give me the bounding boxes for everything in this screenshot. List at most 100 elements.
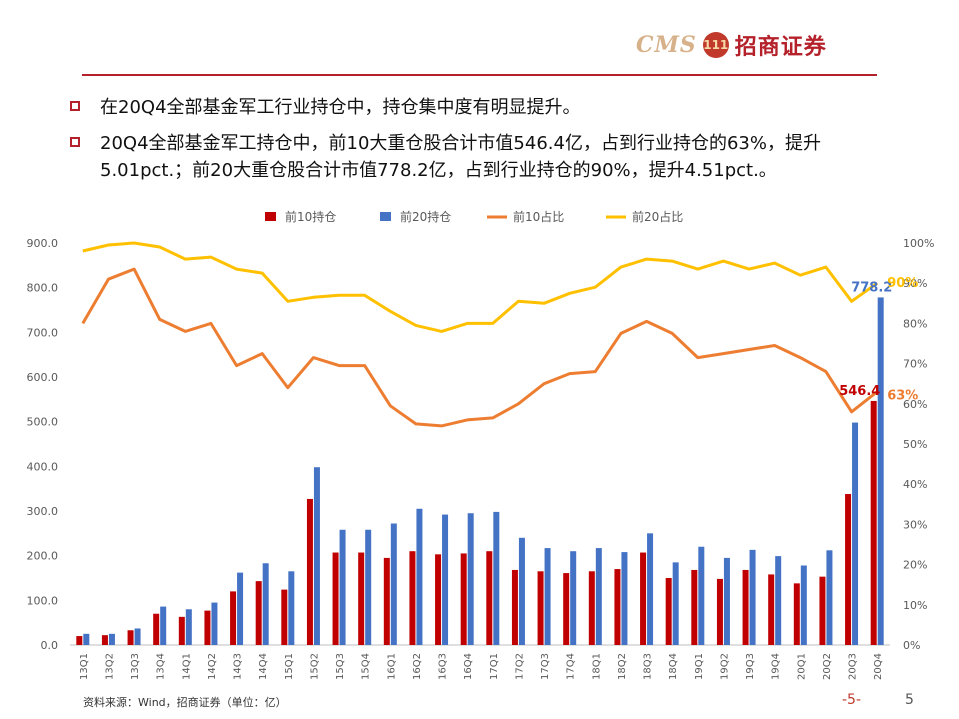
bar-top10 [76, 636, 83, 645]
y-right-tick-label: 40% [903, 478, 927, 491]
bar-top10 [716, 578, 723, 645]
brand-logo: CMS 111 招商证券 [636, 28, 827, 62]
bar-top10 [691, 569, 698, 645]
bar-top20 [570, 551, 577, 645]
x-tick-label: 16Q3 [438, 653, 449, 680]
header-divider [82, 74, 877, 76]
x-tick-label: 18Q1 [591, 653, 602, 680]
bar-top20 [852, 422, 859, 645]
y-left-tick-label: 600.0 [27, 371, 59, 384]
y-right-tick-label: 90% [903, 277, 927, 290]
x-tick-label: 19Q2 [719, 653, 730, 680]
x-tick-label: 16Q4 [463, 653, 474, 680]
logo-emblem-icon: 111 [702, 32, 729, 58]
bar-top10 [819, 576, 826, 645]
bar-top20 [595, 548, 602, 645]
bar-top20 [518, 537, 525, 645]
bar-top20 [877, 297, 884, 645]
bar-top20 [262, 563, 269, 645]
x-tick-label: 15Q1 [284, 653, 295, 680]
bar-top10 [793, 583, 800, 645]
x-tick-label: 19Q4 [771, 653, 782, 680]
bar-top20 [775, 556, 782, 645]
y-left-tick-label: 700.0 [27, 326, 59, 339]
bar-top10 [383, 557, 390, 645]
x-tick-label: 17Q2 [514, 653, 525, 680]
y-right-tick-label: 0% [903, 639, 920, 652]
bar-top20 [723, 557, 730, 645]
bar-top10 [178, 616, 185, 645]
x-tick-label: 17Q4 [566, 653, 577, 680]
bar-top10 [306, 498, 313, 645]
bar-top20 [83, 633, 90, 645]
bar-top20 [416, 508, 423, 645]
bar-top10 [614, 569, 621, 645]
x-tick-label: 14Q3 [233, 653, 244, 680]
bullet-point-1: 在20Q4全部基金军工行业持仓中，持仓集中度有明显提升。 [70, 94, 581, 121]
bar-top20 [390, 523, 397, 645]
x-tick-label: 13Q3 [130, 653, 141, 680]
x-tick-label: 17Q3 [540, 653, 551, 680]
x-tick-label: 14Q4 [258, 653, 269, 680]
legend-label: 前20持仓 [400, 209, 451, 224]
bar-top20 [108, 633, 115, 645]
bullet-point-2: 20Q4全部基金军工持仓中，前10大重仓股合计市值546.4亿，占到行业持仓的6… [70, 130, 900, 184]
y-right-tick-label: 100% [903, 237, 934, 250]
data-label: 546.4 [839, 384, 880, 399]
bar-top10 [435, 554, 442, 645]
x-tick-label: 20Q1 [796, 653, 807, 680]
bar-top10 [588, 571, 595, 645]
bar-top10 [537, 571, 544, 645]
x-tick-label: 20Q3 [848, 653, 859, 680]
bar-top20 [698, 546, 705, 645]
line-top20-share [82, 241, 879, 333]
bar-top10 [409, 551, 416, 645]
bar-top10 [255, 581, 262, 645]
x-tick-label: 18Q3 [643, 653, 654, 680]
bar-top10 [742, 569, 749, 645]
bar-top20 [647, 533, 654, 645]
y-left-tick-label: 900.0 [27, 237, 59, 250]
x-tick-label: 14Q2 [207, 653, 218, 680]
x-tick-label: 15Q3 [335, 653, 346, 680]
bar-top20 [467, 513, 474, 645]
data-label: 90% [887, 276, 918, 291]
x-tick-label: 19Q3 [745, 653, 756, 680]
legend-label: 前10持仓 [285, 209, 336, 224]
y-right-tick-label: 50% [903, 438, 927, 451]
holdings-chart: 0.0 100.0 200.0 300.0 400.0 500.0 600.0 700.0 80… [27, 209, 935, 680]
y-right-tick-label: 60% [903, 398, 927, 411]
bar-top20 [211, 602, 218, 645]
line-top10-share [81, 267, 879, 428]
bar-top20 [134, 628, 141, 645]
y-left-tick-label: 800.0 [27, 282, 59, 295]
bar-top20 [672, 562, 679, 645]
x-tick-label: 13Q1 [79, 653, 90, 680]
y-left-tick-label: 400.0 [27, 460, 59, 473]
bar-top20 [365, 529, 372, 645]
bar-top20 [749, 549, 756, 645]
x-tick-label: 15Q2 [309, 653, 320, 680]
y-left-tick-label: 100.0 [27, 594, 59, 607]
bar-top10 [563, 573, 570, 645]
bar-top20 [237, 572, 244, 645]
bar-top10 [281, 589, 288, 645]
bar-top10 [768, 574, 775, 645]
source-note: 资料来源：Wind，招商证券（单位：亿） [83, 696, 287, 709]
bar-top20 [493, 511, 500, 645]
bar-top10 [332, 552, 339, 645]
bar-top20 [544, 548, 551, 645]
x-tick-label: 20Q2 [822, 653, 833, 680]
y-right-tick-label: 20% [903, 559, 927, 572]
bar-top10 [665, 578, 672, 645]
bar-top10 [127, 630, 134, 645]
logo-company-name: 招商证券 [734, 35, 827, 60]
bar-top10 [101, 635, 108, 645]
bullet-box-icon [70, 101, 80, 111]
data-label: 63% [887, 389, 918, 404]
y-right-tick-label: 80% [903, 317, 927, 330]
bullet-box-icon [70, 137, 80, 147]
x-tick-label: 13Q2 [104, 653, 115, 680]
x-tick-label: 16Q1 [386, 653, 397, 680]
x-tick-label: 15Q4 [361, 653, 372, 680]
